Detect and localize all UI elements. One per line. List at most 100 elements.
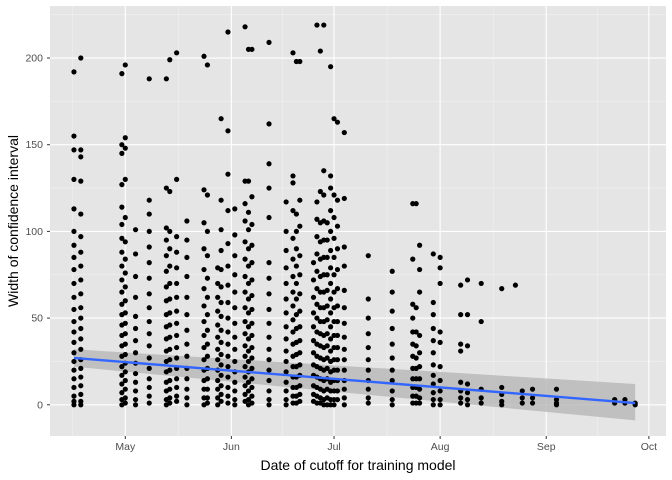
data-point [245, 336, 252, 342]
data-point [297, 324, 303, 330]
data-point [232, 396, 238, 403]
data-point [71, 206, 77, 212]
data-point [174, 308, 180, 314]
data-point [519, 395, 525, 401]
points-layer [71, 22, 638, 408]
data-point [310, 350, 317, 356]
data-point [163, 253, 169, 259]
data-point [174, 393, 180, 399]
data-point [132, 379, 139, 385]
data-point [341, 129, 347, 136]
data-point [71, 350, 77, 356]
data-point [78, 383, 84, 389]
data-point [410, 301, 416, 307]
data-point [283, 358, 289, 365]
data-point [71, 228, 77, 235]
data-point [249, 400, 255, 406]
data-point [430, 372, 436, 378]
data-point [389, 289, 395, 295]
data-point [334, 357, 341, 363]
data-point [328, 348, 334, 354]
data-point [174, 376, 180, 382]
data-point [119, 235, 125, 241]
data-point [283, 388, 289, 394]
data-point [167, 386, 173, 392]
data-point [71, 402, 77, 408]
data-point [310, 310, 317, 316]
data-point [389, 308, 395, 314]
data-point [297, 58, 303, 65]
data-point [328, 185, 334, 191]
data-point [293, 280, 299, 287]
data-point [331, 214, 337, 221]
data-point [310, 324, 317, 330]
data-point [201, 266, 207, 273]
data-point [184, 237, 190, 243]
data-point [430, 338, 436, 344]
data-point [437, 402, 443, 408]
data-point [341, 357, 347, 363]
data-point [215, 395, 221, 401]
data-point [167, 310, 173, 316]
data-point [519, 400, 525, 406]
data-point [225, 315, 231, 321]
data-point [119, 249, 125, 255]
data-point [324, 355, 330, 361]
data-point [290, 235, 296, 241]
data-point [622, 396, 628, 403]
data-point [71, 376, 77, 382]
data-point [146, 384, 152, 391]
data-point [297, 362, 303, 368]
data-point [341, 386, 347, 392]
data-point [71, 318, 77, 325]
data-point [249, 355, 255, 361]
data-point [266, 367, 272, 373]
data-point [232, 305, 238, 311]
x-tick-label: Oct [641, 441, 657, 453]
data-point [293, 296, 299, 302]
data-point [417, 386, 423, 392]
data-point [334, 396, 341, 403]
data-point [163, 284, 169, 290]
data-point [499, 384, 505, 391]
data-point [225, 207, 231, 214]
data-point [478, 280, 484, 287]
data-point [365, 357, 371, 363]
data-point [341, 244, 347, 250]
data-point [321, 192, 327, 198]
data-point [225, 329, 231, 335]
data-point [242, 374, 248, 380]
data-point [249, 194, 255, 200]
data-point [218, 247, 224, 254]
data-point [78, 325, 84, 332]
data-point [184, 395, 190, 401]
data-point [321, 168, 327, 174]
data-point [146, 400, 152, 406]
data-point [341, 195, 347, 202]
data-point [314, 315, 320, 321]
data-point [478, 395, 484, 401]
data-point [242, 273, 248, 280]
data-point [174, 234, 180, 240]
data-point [218, 284, 224, 290]
data-point [321, 22, 327, 28]
data-point [413, 329, 419, 335]
data-point [324, 365, 330, 371]
data-point [529, 400, 536, 406]
data-point [122, 256, 128, 262]
data-point [334, 119, 341, 125]
y-axis-title: Width of confidence interval [5, 135, 21, 307]
data-point [242, 256, 248, 262]
data-point [464, 402, 471, 408]
data-point [290, 317, 296, 323]
data-point [146, 275, 152, 281]
data-point [266, 388, 272, 394]
data-point [119, 277, 125, 283]
data-point [499, 286, 505, 292]
data-point [232, 379, 238, 385]
data-point [297, 391, 303, 397]
data-point [78, 391, 84, 397]
data-point [413, 355, 419, 361]
data-point [249, 260, 255, 266]
data-point [242, 391, 248, 397]
